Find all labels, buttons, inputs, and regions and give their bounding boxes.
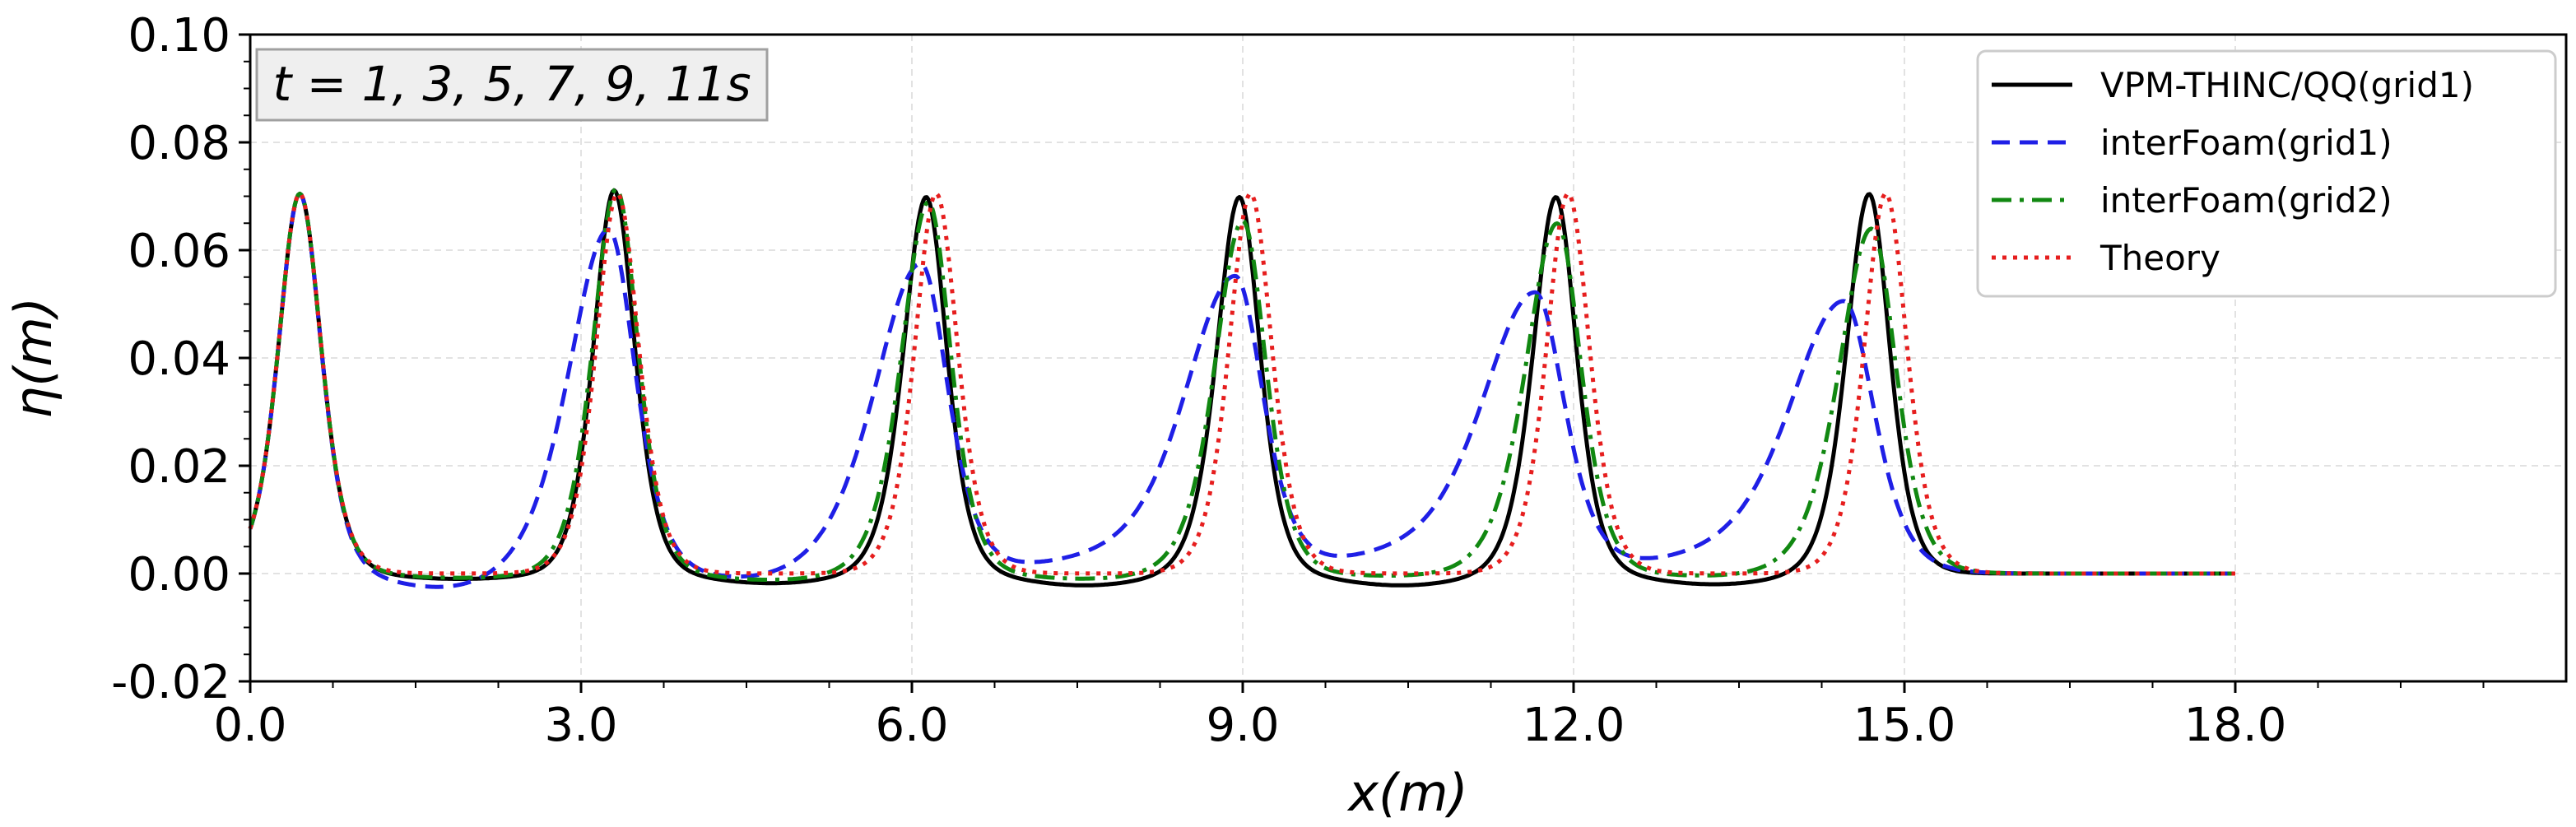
legend-label-1: interFoam(grid1) [2100,123,2392,163]
legend-label-0: VPM-THINC/QQ(grid1) [2100,65,2474,105]
y-tick-label: 0.06 [128,225,230,278]
legend: VPM-THINC/QQ(grid1) interFoam(grid1) inter… [1976,49,2557,298]
y-tick-label: 0.00 [128,548,230,602]
x-tick-label: 15.0 [1853,699,1956,752]
y-tick-label: -0.02 [111,656,230,709]
ticks-layer: 0.0 3.0 6.0 9.0 12.0 15.0 18.0 -0.02 0.00 0.02 0.0… [111,9,2485,752]
x-tick-label: 18.0 [2184,699,2287,752]
y-tick-label: 0.04 [128,332,230,386]
y-tick-label: 0.10 [128,9,230,63]
y-tick-label: 0.08 [128,117,230,170]
x-tick-label: 3.0 [544,699,617,752]
y-axis-label: η(m) [3,297,63,419]
series-layer [248,186,2236,589]
x-tick-label: 6.0 [875,699,948,752]
x-tick-label: 12.0 [1523,699,1625,752]
series-line-1 [248,192,2236,589]
y-tick-label: 0.02 [128,440,230,494]
legend-label-2: interFoam(grid2) [2100,180,2392,221]
time-annotation-text: t = 1, 3, 5, 7, 9, 11s [272,56,751,112]
x-tick-label: 0.0 [213,699,286,752]
time-annotation: t = 1, 3, 5, 7, 9, 11s [255,48,769,122]
legend-label-3: Theory [2099,238,2220,278]
series-line-0 [248,188,2236,588]
x-axis-label: x(m) [1346,763,1467,823]
x-tick-label: 9.0 [1206,699,1279,752]
